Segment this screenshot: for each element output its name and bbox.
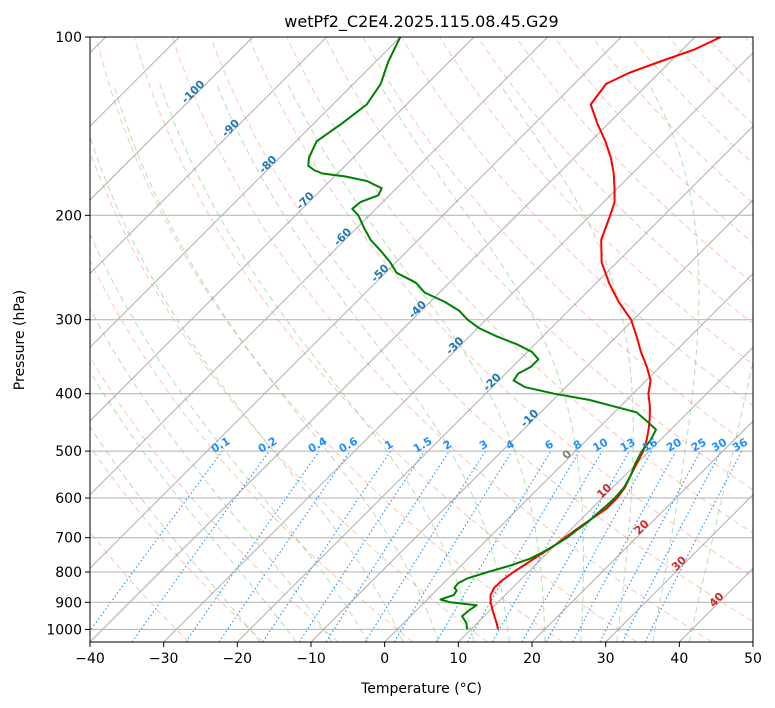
mixing-ratio-lines <box>90 450 743 642</box>
moist-adiabat-lines <box>90 83 753 642</box>
y-tick-label: 900 <box>55 595 82 611</box>
isotherm-line <box>236 125 753 642</box>
mixing-ratio-line <box>131 450 270 642</box>
moist-adiabat-line <box>90 426 261 642</box>
moist-adiabat-line <box>90 232 369 642</box>
x-tick-label: 0 <box>380 651 389 667</box>
y-tick-label: 100 <box>55 30 82 46</box>
plot-frame <box>89 36 754 643</box>
x-tick-label: −20 <box>223 651 253 667</box>
isotherm-line <box>90 37 696 642</box>
moist-adiabat-line <box>216 83 510 642</box>
y-tick-label: 500 <box>55 444 82 460</box>
chart-title: wetPf2_C2E4.2025.115.08.45.G29 <box>284 12 558 32</box>
dry-adiabat-line <box>95 37 563 642</box>
x-tick-label: 50 <box>744 651 762 667</box>
isotherm-line <box>90 37 475 422</box>
moist-adiabat-line <box>159 83 475 642</box>
moist-adiabat-line <box>113 83 439 642</box>
moist-adiabat-line <box>90 370 297 642</box>
moist-adiabat-line <box>499 83 634 642</box>
dry-adiabat-line <box>133 37 638 642</box>
dry-adiabat-line <box>324 37 753 491</box>
moist-adiabat-line <box>90 135 404 642</box>
x-tick-label: 10 <box>449 651 467 667</box>
x-tick-label: −30 <box>149 651 179 667</box>
x-tick-label: 30 <box>597 651 615 667</box>
x-axis-label: Temperature (°C) <box>360 681 482 697</box>
mixing-ratio-line <box>90 450 223 632</box>
y-tick-label: 1000 <box>46 622 82 638</box>
isotherm-line <box>384 272 753 642</box>
isotherm-line <box>163 51 753 642</box>
dry-adiabat-line <box>90 356 339 642</box>
moist-adiabat-line <box>688 359 753 642</box>
moist-adiabat-line <box>648 83 700 642</box>
moist-adiabat-line <box>287 83 546 642</box>
x-tick-label: −10 <box>296 651 326 667</box>
dry-adiabat-lines <box>90 37 753 642</box>
x-axis-ticks: −40 −30 −20 −10 0 10 20 30 40 50 <box>75 642 762 667</box>
x-tick-label: 20 <box>523 651 541 667</box>
mixing-ratio-line <box>521 450 630 642</box>
y-tick-label: 200 <box>55 208 82 224</box>
temperature-profile-line <box>489 37 722 630</box>
mixing-ratio-line <box>644 450 743 642</box>
mixing-ratio-line <box>545 450 653 642</box>
mixing-ratio-line <box>325 450 450 642</box>
mixing-ratio-line <box>185 450 320 642</box>
isotherm-line <box>90 37 622 570</box>
dry-adiabat-line <box>286 37 753 534</box>
moist-adiabat-line <box>378 83 584 642</box>
mixing-ratio-line <box>298 450 425 642</box>
isotherm-line <box>605 493 753 642</box>
y-axis-ticks: 100 200 300 400 500 600 700 800 900 1000 <box>46 30 90 638</box>
pressure-gridlines <box>90 37 753 630</box>
y-axis-label: Pressure (hPa) <box>12 290 28 390</box>
isotherm-line <box>90 37 254 201</box>
isotherm-line <box>310 199 753 642</box>
isotherm-line <box>90 37 549 496</box>
mixing-ratio-line <box>218 450 351 642</box>
x-tick-label: 40 <box>670 651 688 667</box>
y-tick-label: 700 <box>55 531 82 547</box>
y-tick-label: 400 <box>55 387 82 403</box>
sounding-profiles <box>307 37 722 630</box>
dry-adiabat-line <box>90 445 264 642</box>
dry-adiabat-line <box>171 37 712 642</box>
dry-adiabat-line <box>515 37 753 284</box>
x-tick-label: −40 <box>75 651 105 667</box>
isotherm-line <box>90 37 328 275</box>
isotherm-line <box>90 37 401 349</box>
y-tick-label: 800 <box>55 565 82 581</box>
mixing-ratio-line <box>262 450 392 642</box>
mixing-ratio-line <box>393 450 513 642</box>
y-tick-label: 300 <box>55 313 82 329</box>
y-tick-label: 600 <box>55 491 82 507</box>
dry-adiabat-line <box>248 37 753 578</box>
mixing-ratio-line <box>572 450 677 642</box>
moist-adiabat-line <box>90 307 333 642</box>
isotherm-line <box>531 420 753 642</box>
dry-adiabat-line <box>90 259 414 642</box>
dewpoint-profile-line <box>307 37 657 630</box>
dry-adiabat-line <box>210 37 753 623</box>
